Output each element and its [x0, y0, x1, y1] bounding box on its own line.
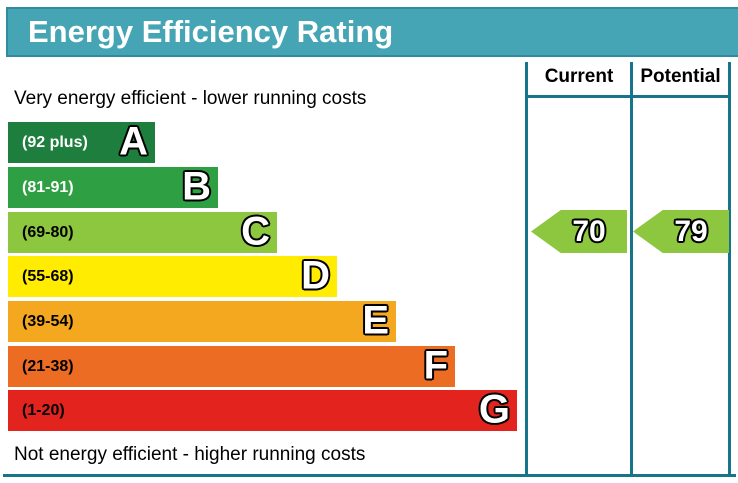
band-row-e: (39-54) E [8, 297, 396, 342]
band-letter-d: D [300, 252, 331, 297]
band-range-label-g: (1-20) [22, 401, 65, 419]
chart-bottom-border [3, 474, 736, 477]
band-row-d: (55-68) D [8, 252, 337, 297]
band-range-label-b: (81-91) [22, 178, 74, 196]
potential-rating-arrow: 79 [633, 210, 729, 253]
band-letter-f: F [423, 342, 449, 387]
band-range-label-f: (21-38) [22, 357, 74, 375]
band-row-c: (69-80) C [8, 208, 277, 253]
band-letter-g: G [478, 386, 511, 431]
header-underline [525, 95, 731, 98]
current-rating-value: 70 [571, 214, 606, 248]
band-letter-e: E [361, 297, 390, 342]
band-row-a: (92 plus) A [8, 118, 155, 163]
band-row-g: (1-20) G [8, 386, 517, 431]
bottom-note: Not energy efficient - higher running co… [14, 444, 366, 465]
band-letter-a: A [118, 118, 149, 163]
band-row-b: (81-91) B [8, 163, 218, 208]
top-note: Very energy efficient - lower running co… [14, 88, 367, 109]
potential-rating-value: 79 [673, 214, 708, 248]
table-divider-right [728, 62, 731, 475]
current-column-header: Current [544, 66, 614, 87]
current-rating-arrow: 70 [531, 210, 627, 253]
band-letter-c: C [240, 208, 271, 253]
band-range-label-a: (92 plus) [22, 133, 88, 151]
band-row-f: (21-38) F [8, 342, 455, 387]
band-range-label-c: (69-80) [22, 223, 74, 241]
table-divider-left [525, 62, 528, 475]
chart-title-bar: Energy Efficiency Rating [6, 7, 738, 57]
band-range-label-e: (39-54) [22, 312, 74, 330]
table-divider-middle [630, 62, 633, 475]
band-range-label-d: (55-68) [22, 267, 74, 285]
chart-title: Energy Efficiency Rating [28, 14, 394, 49]
band-letter-b: B [181, 163, 212, 208]
potential-column-header: Potential [640, 66, 721, 87]
